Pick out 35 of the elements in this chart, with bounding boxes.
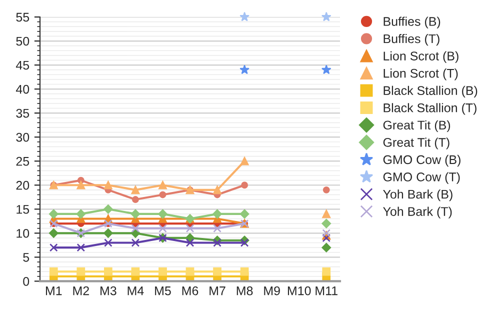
y-tick-label: 0 [23, 276, 30, 286]
legend-label: Buffies (T) [384, 34, 440, 46]
legend-label: Yoh Bark (T) [383, 206, 452, 218]
legend-label: Lion Scrot (T) [384, 68, 458, 80]
x-tick-label: M9 [264, 286, 280, 296]
y-tick-label: 40 [16, 84, 30, 94]
legend-label: Great Tit (B) [383, 120, 450, 132]
y-tick-label: 25 [16, 156, 30, 166]
x-tick-label: M3 [100, 286, 116, 296]
legend-label: GMO Cow (T) [383, 172, 460, 184]
legend-label: GMO Cow (B) [383, 154, 460, 167]
legend-label: Black Stallion (B) [384, 86, 478, 98]
x-tick-label: M11 [316, 286, 338, 296]
y-tick-label: 30 [16, 132, 30, 142]
y-tick-label: 35 [16, 108, 30, 118]
x-tick-label: M6 [182, 286, 198, 296]
legend-label: Black Stallion (T) [384, 103, 476, 115]
x-tick-label: M5 [155, 286, 171, 296]
legend-label: Great Tit (T) [383, 138, 450, 150]
y-tick-label: 15 [16, 205, 30, 214]
y-tick-label: 5 [23, 253, 30, 262]
x-tick-label: M10 [288, 286, 311, 296]
y-tick-label: 45 [16, 60, 30, 70]
x-tick-label: M7 [210, 286, 226, 296]
legend-label: Lion Scrot (B) [384, 51, 458, 63]
y-tick-label: 20 [16, 180, 30, 190]
y-tick-label: 10 [16, 228, 30, 238]
legend-label: Buffies (B) [384, 16, 440, 28]
x-tick-label: M2 [73, 286, 89, 296]
x-tick-label: M1 [46, 286, 62, 296]
legend-label: Yoh Bark (B) [383, 189, 452, 202]
y-tick-label: 55 [16, 12, 30, 22]
x-tick-label: M4 [128, 286, 144, 296]
y-tick-label: 50 [16, 36, 30, 46]
x-tick-label: M8 [236, 286, 253, 296]
